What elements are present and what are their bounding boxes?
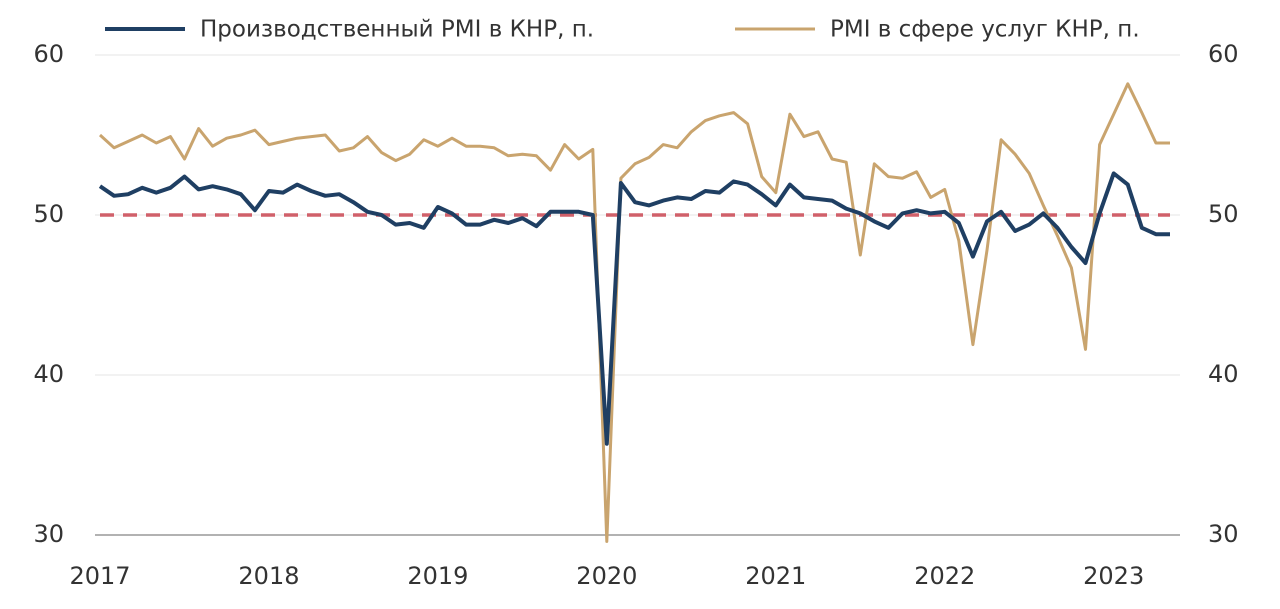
- legend-label: PMI в сфере услуг КНР, п.: [830, 17, 1140, 43]
- y-tick-label: 30: [33, 520, 64, 548]
- x-tick-label: 2023: [1083, 562, 1144, 590]
- x-tick-label: 2019: [407, 562, 468, 590]
- y-tick-label: 50: [33, 200, 64, 228]
- y2-tick-label: 40: [1208, 360, 1239, 388]
- y-tick-label: 60: [33, 40, 64, 68]
- x-tick-label: 2020: [576, 562, 637, 590]
- y2-tick-label: 30: [1208, 520, 1239, 548]
- series-line: [98, 171, 1170, 446]
- legend-label: Производственный PMI в КНР, п.: [200, 17, 594, 43]
- x-tick-label: 2021: [745, 562, 806, 590]
- y2-tick-label: 60: [1208, 40, 1239, 68]
- x-tick-label: 2018: [238, 562, 299, 590]
- y2-tick-label: 50: [1208, 200, 1239, 228]
- legend: Производственный PMI в КНР, п. PMI в сфер…: [105, 17, 1140, 43]
- y-tick-label: 40: [33, 360, 64, 388]
- x-tick-label: 2017: [69, 562, 130, 590]
- series-line: [98, 82, 1170, 543]
- x-tick-label: 2022: [914, 562, 975, 590]
